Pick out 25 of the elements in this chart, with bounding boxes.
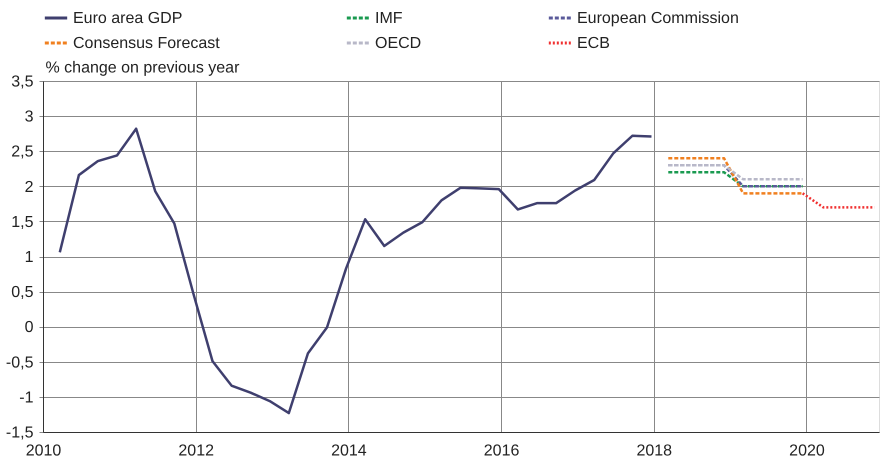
y-tick-label: 2	[24, 178, 34, 196]
legend-label: Consensus Forecast	[73, 35, 220, 52]
line-series	[58, 127, 653, 414]
legend-label: IMF	[375, 10, 403, 27]
x-tick-label: 2010	[26, 442, 62, 460]
x-tick-label: 2020	[789, 442, 825, 460]
legend-label: Euro area GDP	[73, 10, 182, 27]
y-tick-label: 0	[24, 319, 34, 336]
x-tick-label: 2016	[484, 442, 520, 460]
x-tick-label: 2012	[178, 442, 214, 460]
y-tick-label: -0,5	[6, 354, 34, 372]
y-tick-label: 3,5	[11, 74, 34, 90]
y-tick-label: 1,5	[11, 214, 34, 231]
legend-label: European Commission	[577, 10, 739, 27]
y-axis-title: % change on previous year	[46, 60, 240, 76]
y-tick-label: 3	[24, 108, 34, 126]
y-tick-label: 0,5	[11, 284, 34, 302]
y-tick-label: 2,5	[11, 144, 34, 161]
y-tick-label: 1	[24, 249, 34, 266]
legend-label: OECD	[375, 35, 422, 52]
legend-label: ECB	[577, 35, 610, 52]
x-tick-label: 2014	[331, 442, 367, 460]
x-tick-label: 2018	[636, 442, 672, 460]
y-tick-label: -1	[19, 389, 34, 406]
y-tick-label: -1,5	[6, 424, 34, 442]
